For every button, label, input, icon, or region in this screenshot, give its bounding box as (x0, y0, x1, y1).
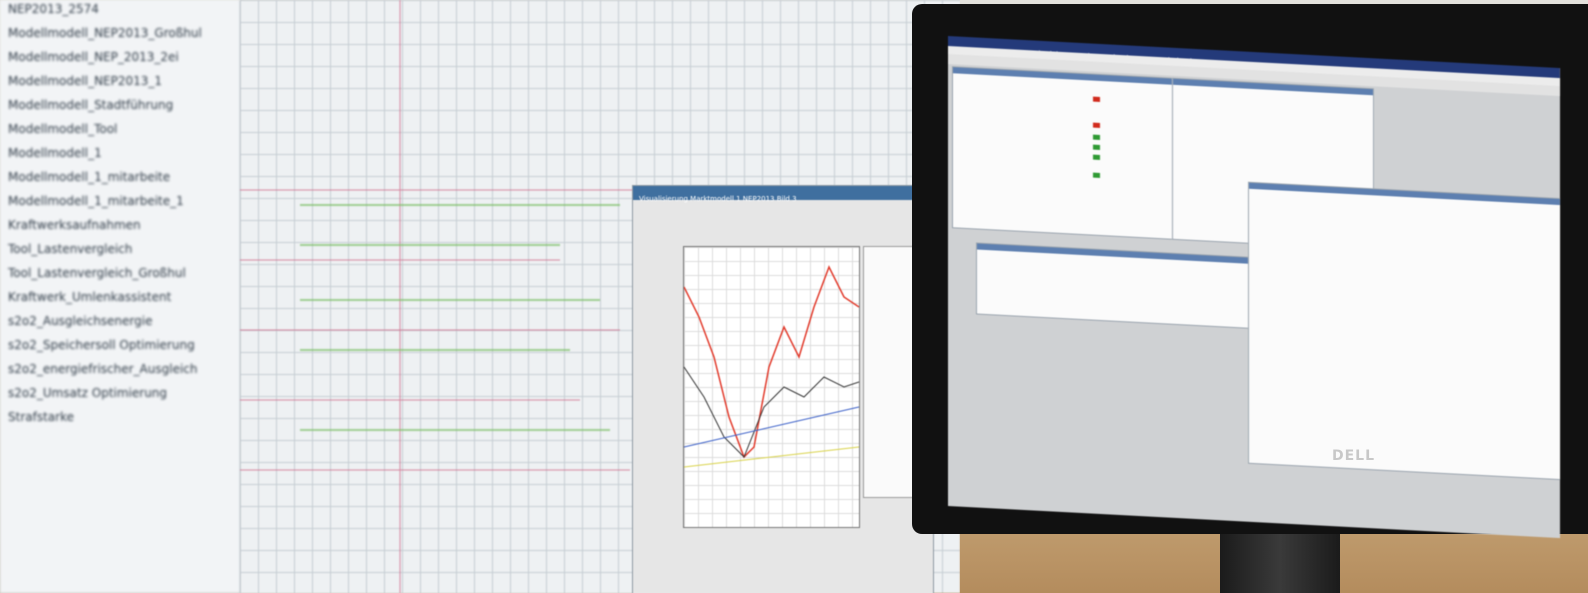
project-tree-item[interactable]: NEP2013_2574 (8, 2, 99, 16)
right-monitor-screen: EMS-EDM PROPHET – Scheduler 9.4.0 | Date… (948, 36, 1560, 539)
project-tree-item[interactable]: s2o2_Ausgleichsenergie (8, 314, 153, 328)
project-tree-panel: NEP2013_2574 Modellmodell_NEP2013_Großhul… (0, 0, 242, 593)
project-tree-item[interactable]: Modellmodell_NEP2013_Großhul (8, 26, 202, 40)
status-red-indicator (1093, 96, 1100, 102)
dell-logo: DELL (1332, 448, 1376, 464)
status-green-indicator (1093, 154, 1100, 160)
chart-window-title: Visualisierung Marktmodell 1 NEP2013 Bil… (639, 195, 797, 203)
line-chart-plot (683, 246, 860, 528)
project-tree-item[interactable]: Modellmodell_1 (8, 146, 102, 160)
project-tree-item[interactable]: s2o2_Speichersoll Optimierung (8, 338, 195, 352)
left-monitor-screen: NEP2013_2574 Modellmodell_NEP2013_Großhul… (0, 0, 960, 593)
project-tree-item[interactable]: s2o2_energiefrischer_Ausgleich (8, 362, 198, 376)
project-tree-item[interactable]: Kraftwerk_Umlenkassistent (8, 290, 172, 304)
project-tree-item[interactable]: Tool_Lastenvergleich (8, 242, 133, 256)
project-tree-item[interactable]: Modellmodell_1_mitarbeite_1 (8, 194, 184, 208)
schedule-lines (240, 0, 640, 593)
log-titlebar (977, 243, 1267, 265)
sub-window-titlebar (1249, 182, 1560, 206)
project-tree-item[interactable]: Modellmodell_Tool (8, 122, 118, 136)
job-list-window[interactable] (952, 66, 1179, 241)
status-green-indicator (1093, 172, 1100, 178)
status-green-indicator (1093, 134, 1100, 140)
status-green-indicator (1093, 144, 1100, 150)
visualization-window[interactable]: Visualisierung Marktmodell 1 NEP2013 Bil… (632, 185, 934, 593)
project-tree-item[interactable]: Modellmodell_NEP2013_1 (8, 74, 163, 88)
log-window[interactable] (976, 242, 1268, 330)
project-tree-list: NEP2013_2574 Modellmodell_NEP2013_Großhul… (0, 2, 240, 432)
status-red-indicator (1093, 122, 1100, 128)
chart-lines (683, 265, 860, 468)
project-tree-item[interactable]: Modellmodell_Stadtführung (8, 98, 174, 112)
project-tree-item[interactable]: s2o2_Umsatz Optimierung (8, 386, 168, 400)
chart-window-titlebar: Visualisierung Marktmodell 1 NEP2013 Bil… (633, 186, 933, 203)
project-tree-item[interactable]: Modellmodell_1_mitarbeite (8, 170, 171, 184)
project-tree-item[interactable]: Tool_Lastenvergleich_Großhul (8, 266, 186, 280)
project-tree-item[interactable]: Strafstarke (8, 410, 74, 424)
project-tree-item[interactable]: Kraftwerksaufnahmen (8, 218, 141, 232)
sub-window[interactable] (1248, 181, 1560, 481)
project-tree-item[interactable]: Modellmodell_NEP_2013_2ei (8, 50, 179, 64)
